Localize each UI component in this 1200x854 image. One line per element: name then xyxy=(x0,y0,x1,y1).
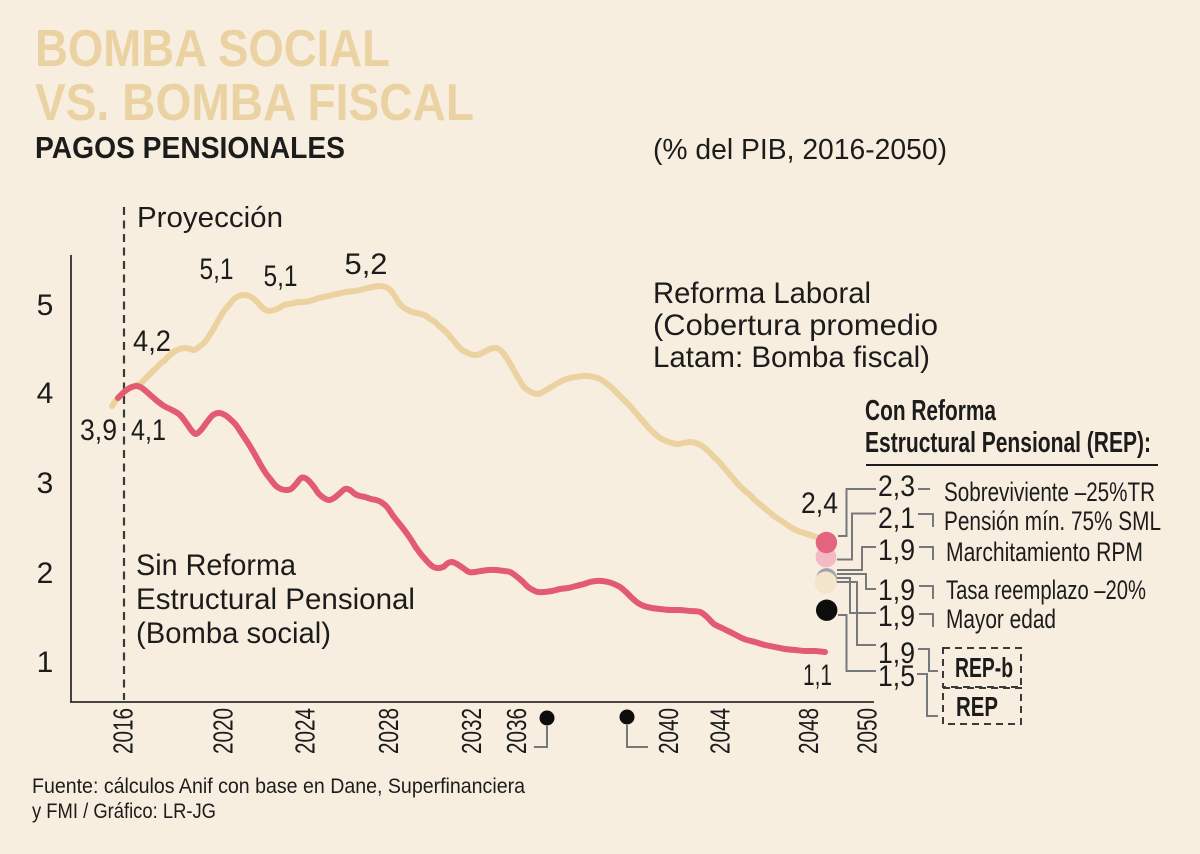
svg-text:Reforma Laboral: Reforma Laboral xyxy=(653,277,871,310)
svg-text:1,9: 1,9 xyxy=(878,574,915,607)
svg-text:1,9: 1,9 xyxy=(878,600,915,633)
svg-text:2048: 2048 xyxy=(793,708,824,754)
svg-text:Mayor edad: Mayor edad xyxy=(946,604,1056,634)
svg-text:3,9: 3,9 xyxy=(80,414,117,447)
svg-text:1,5: 1,5 xyxy=(878,660,915,693)
svg-text:REP-b: REP-b xyxy=(955,652,1013,683)
svg-text:Latam: Bomba fiscal): Latam: Bomba fiscal) xyxy=(653,341,930,374)
svg-text:BOMBA SOCIAL: BOMBA SOCIAL xyxy=(35,20,390,78)
svg-text:Pensión mín. 75% SML: Pensión mín. 75% SML xyxy=(944,506,1161,536)
svg-text:Fuente: cálculos Anif con base: Fuente: cálculos Anif con base en Dane, … xyxy=(32,774,525,798)
svg-text:2036: 2036 xyxy=(501,708,532,754)
svg-text:4,1: 4,1 xyxy=(131,414,166,447)
svg-text:(% del PIB, 2016-2050): (% del PIB, 2016-2050) xyxy=(653,134,947,166)
svg-text:VS. BOMBA FISCAL: VS. BOMBA FISCAL xyxy=(35,74,474,132)
svg-text:5,1: 5,1 xyxy=(200,253,234,286)
svg-text:2028: 2028 xyxy=(373,708,404,754)
svg-text:2032: 2032 xyxy=(456,708,487,754)
svg-text:1: 1 xyxy=(37,646,54,679)
svg-text:2,4: 2,4 xyxy=(801,487,838,520)
svg-text:Estructural Pensional: Estructural Pensional xyxy=(136,583,415,616)
svg-text:1,9: 1,9 xyxy=(878,637,915,670)
svg-text:4: 4 xyxy=(37,377,54,410)
svg-text:1,9: 1,9 xyxy=(878,534,915,567)
svg-text:Con Reforma: Con Reforma xyxy=(865,395,997,427)
svg-text:(Cobertura promedio: (Cobertura promedio xyxy=(653,309,938,342)
svg-text:2,3: 2,3 xyxy=(878,470,915,503)
svg-text:2: 2 xyxy=(37,557,54,590)
svg-text:2020: 2020 xyxy=(208,708,239,754)
svg-text:2040: 2040 xyxy=(653,708,684,754)
svg-text:5,1: 5,1 xyxy=(264,260,298,293)
svg-text:4,2: 4,2 xyxy=(133,325,171,358)
svg-text:Tasa reemplazo –20%: Tasa reemplazo –20% xyxy=(946,575,1146,605)
svg-text:(Bomba social): (Bomba social) xyxy=(136,617,331,650)
svg-text:2050: 2050 xyxy=(852,708,883,754)
svg-text:Estructural Pensional (REP):: Estructural Pensional (REP): xyxy=(865,427,1151,459)
svg-text:Sin Reforma: Sin Reforma xyxy=(136,549,297,582)
svg-text:2044: 2044 xyxy=(705,708,736,754)
svg-text:3: 3 xyxy=(37,467,54,500)
svg-text:2024: 2024 xyxy=(290,708,321,754)
svg-text:1,1: 1,1 xyxy=(803,659,832,692)
svg-text:Sobreviviente –25%TR: Sobreviviente –25%TR xyxy=(944,477,1155,507)
svg-text:Marchitamiento RPM: Marchitamiento RPM xyxy=(946,537,1143,567)
svg-text:y FMI / Gráfico: LR-JG: y FMI / Gráfico: LR-JG xyxy=(32,799,216,823)
svg-text:2016: 2016 xyxy=(108,708,139,754)
svg-text:2,1: 2,1 xyxy=(878,502,915,535)
svg-text:5,2: 5,2 xyxy=(345,248,388,281)
svg-text:Proyección: Proyección xyxy=(137,202,283,234)
svg-text:5: 5 xyxy=(37,289,54,322)
svg-text:PAGOS PENSIONALES: PAGOS PENSIONALES xyxy=(35,130,345,165)
svg-text:REP: REP xyxy=(956,691,998,722)
